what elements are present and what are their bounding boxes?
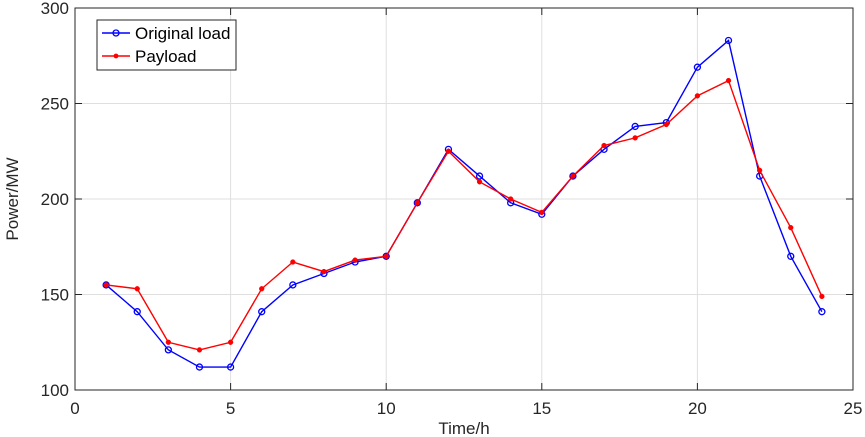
legend-item: Payload — [102, 47, 196, 66]
data-point — [632, 135, 638, 141]
data-point — [601, 142, 607, 149]
data-point — [413, 199, 421, 207]
series-line — [106, 79, 823, 351]
data-point — [476, 179, 483, 185]
data-point — [818, 308, 826, 316]
data-point — [164, 346, 173, 354]
data-point — [694, 93, 701, 99]
x-tick-label: 0 — [70, 399, 79, 418]
y-tick-label: 250 — [41, 95, 69, 114]
series-0 — [102, 36, 826, 371]
data-point — [570, 173, 576, 179]
data-point — [227, 339, 234, 345]
data-point — [663, 121, 669, 128]
data-point — [259, 286, 265, 292]
data-point — [693, 63, 702, 71]
data-point — [788, 225, 794, 231]
data-point — [165, 339, 172, 345]
y-tick-label: 100 — [41, 381, 69, 400]
x-axis-title: Time/h — [438, 419, 489, 437]
data-point — [569, 172, 577, 180]
data-point — [756, 167, 763, 174]
legend-label: Payload — [135, 47, 196, 66]
data-point — [819, 293, 825, 300]
data-point — [445, 148, 452, 154]
data-point — [195, 363, 204, 371]
series-line — [105, 39, 823, 368]
x-tick-label: 25 — [844, 399, 863, 418]
legend: Original load Payload — [96, 19, 237, 71]
data-point — [321, 268, 327, 275]
data-point — [725, 77, 732, 84]
y-axis-tick-labels: 100 150 200 250 300 — [41, 0, 69, 400]
x-tick-label: 10 — [377, 399, 396, 418]
data-point — [475, 172, 484, 180]
data-point — [134, 286, 140, 292]
data-point — [352, 257, 358, 263]
x-tick-label: 20 — [688, 399, 707, 418]
data-point — [133, 308, 141, 316]
data-point — [258, 308, 266, 316]
legend-box — [96, 19, 237, 71]
data-point — [290, 259, 296, 265]
axis-ticks — [74, 7, 854, 391]
series-1 — [103, 77, 825, 353]
data-point — [383, 253, 389, 259]
data-point — [196, 347, 203, 353]
data-point — [414, 200, 420, 206]
y-tick-label: 200 — [41, 190, 69, 209]
series-layer — [102, 36, 826, 371]
x-axis-tick-labels: 0 5 10 15 20 25 — [70, 399, 862, 418]
data-point — [103, 282, 109, 288]
data-point — [539, 209, 545, 216]
x-tick-label: 5 — [226, 399, 235, 418]
data-point — [226, 363, 235, 371]
data-point — [289, 281, 297, 289]
data-point — [508, 196, 514, 202]
y-axis-title: Power/MW — [3, 157, 22, 240]
data-point — [724, 36, 733, 45]
legend-swatch-marker — [113, 53, 119, 59]
data-point — [787, 252, 795, 260]
y-tick-label: 300 — [41, 0, 69, 18]
legend-label: Original load — [135, 24, 230, 43]
legend-item: Original load — [102, 24, 230, 43]
y-tick-label: 150 — [41, 286, 69, 305]
grid-lines — [75, 8, 853, 390]
data-point — [631, 122, 639, 131]
x-tick-label: 15 — [532, 399, 551, 418]
legend-swatch-marker — [112, 29, 120, 37]
